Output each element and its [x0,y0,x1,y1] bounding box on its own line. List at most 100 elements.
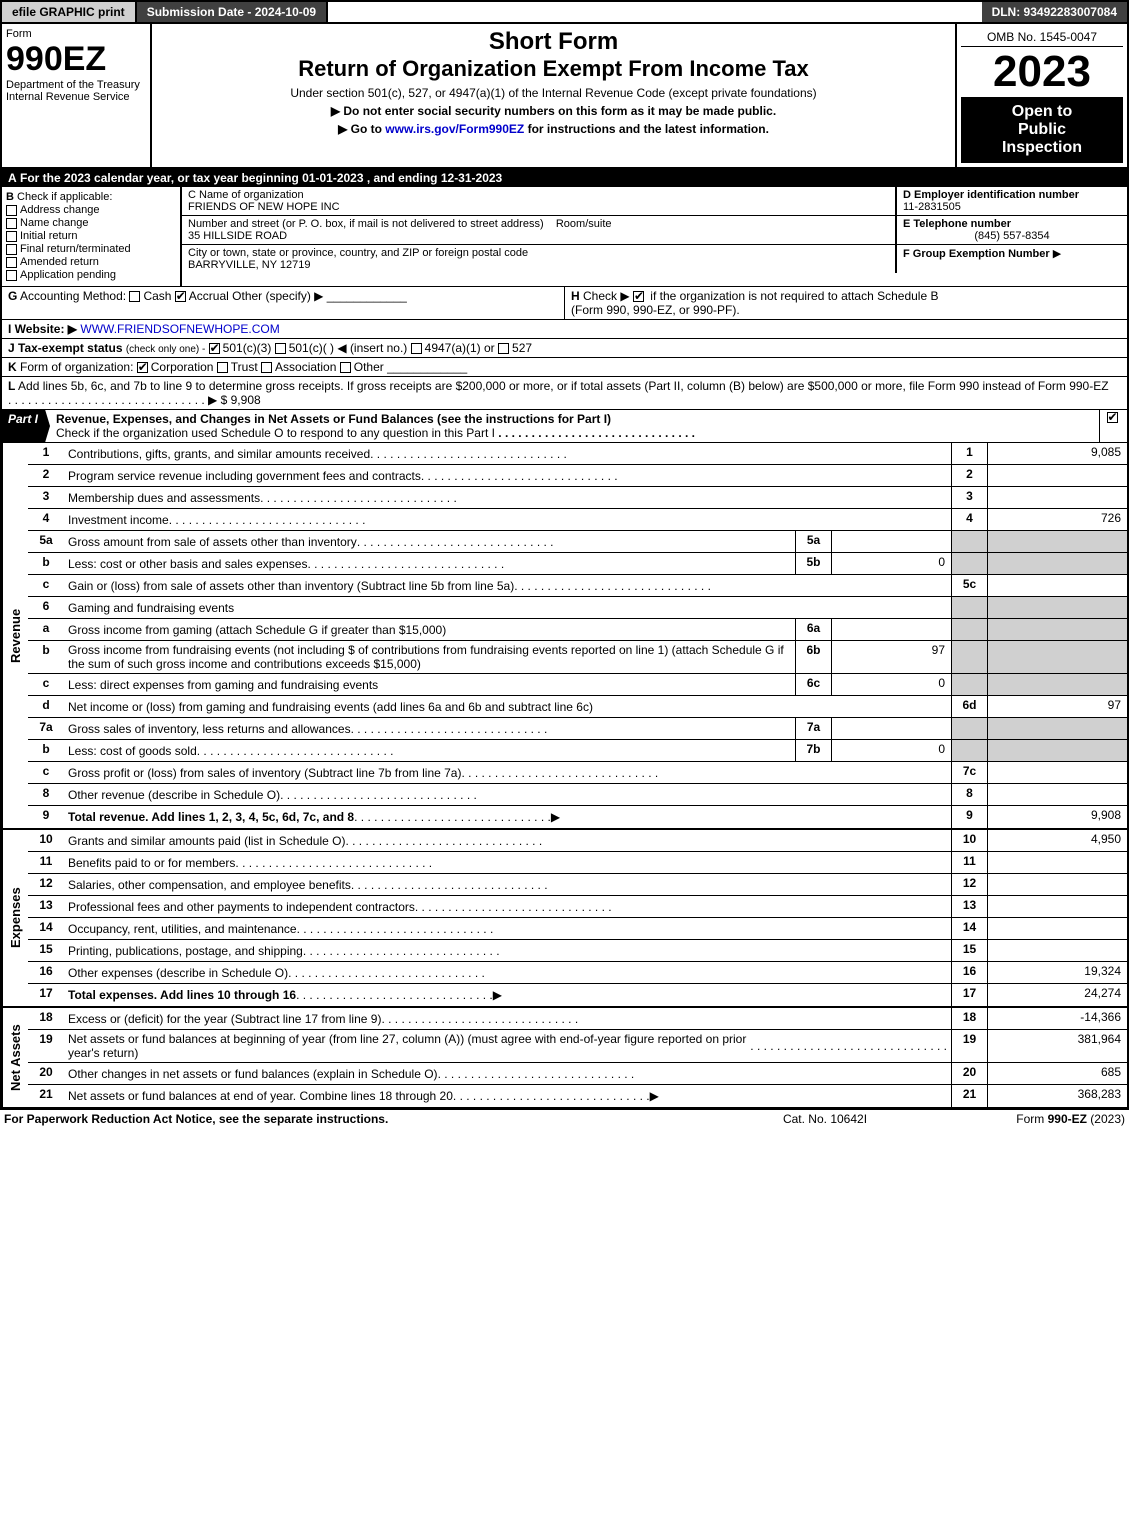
line-5b-num: b [28,553,64,574]
line-7c-rv [987,762,1127,783]
goto-link[interactable]: Go to www.irs.gov/Form990EZ for instruct… [156,122,951,136]
cb-final-return[interactable] [6,244,17,255]
cb-association[interactable] [261,362,272,373]
line-17-num: 17 [28,984,64,1006]
part1-tag: Part I [2,410,50,442]
cb-accrual[interactable] [175,291,186,302]
line-4: 4Investment income4726 [28,509,1127,531]
line-6a-rv [987,619,1127,640]
line-6a-mv [831,619,951,640]
line-13-num: 13 [28,896,64,917]
website-link[interactable]: WWW.FRIENDSOFNEWHOPE.COM [80,322,279,336]
line-18-desc: Excess or (deficit) for the year (Subtra… [68,1012,381,1026]
line-7a-rv [987,718,1127,739]
line-2-desc: Program service revenue including govern… [68,469,421,483]
line-21-desc: Net assets or fund balances at end of ye… [68,1089,453,1103]
line-1-num: 1 [28,443,64,464]
cb-corporation-label: Corporation [151,360,214,374]
line-5b: bLess: cost or other basis and sales exp… [28,553,1127,575]
line-5c-rn: 5c [951,575,987,596]
city-label: City or town, state or province, country… [188,247,889,259]
street-value: 35 HILLSIDE ROAD [188,230,287,242]
cb-amended-return[interactable] [6,257,17,268]
irs-link[interactable]: www.irs.gov/Form990EZ [385,122,524,136]
line-7a: 7aGross sales of inventory, less returns… [28,718,1127,740]
row-k-text: Form of organization: [20,360,133,374]
header-center: Short Form Return of Organization Exempt… [152,24,957,167]
cb-527-label: 527 [512,341,532,355]
row-h-text3: (Form 990, 990-EZ, or 990-PF). [571,303,740,317]
row-h-label: H [571,289,580,303]
row-i-label: I Website: ▶ [8,322,77,336]
efile-print-button[interactable]: efile GRAPHIC print [2,2,137,22]
cb-application-pending[interactable] [6,270,17,281]
line-3-desc: Membership dues and assessments [68,491,260,505]
line-5c-num: c [28,575,64,596]
cb-501c3[interactable] [209,343,220,354]
line-8-rn: 8 [951,784,987,805]
cb-trust[interactable] [217,362,228,373]
ein-value: 11-2831505 [903,201,961,213]
line-7b-mn: 7b [795,740,831,761]
line-6d-rv: 97 [987,696,1127,717]
street-cell: Number and street (or P. O. box, if mail… [182,216,897,244]
row-l-amount: $ 9,908 [221,393,261,407]
line-5a-mn: 5a [795,531,831,552]
line-17-desc: Total expenses. Add lines 10 through 16 [68,988,296,1002]
line-14-num: 14 [28,918,64,939]
cb-schedule-o[interactable] [1107,412,1118,423]
form-header: Form 990EZ Department of the Treasury In… [0,24,1129,169]
form-label: Form [6,28,146,40]
line-10: 10Grants and similar amounts paid (list … [28,830,1127,852]
header-right: OMB No. 1545-0047 2023 Open to Public In… [957,24,1127,167]
line-12: 12Salaries, other compensation, and empl… [28,874,1127,896]
return-title: Return of Organization Exempt From Incom… [156,56,951,82]
org-name-label: C Name of organization [188,189,889,201]
ssn-warning: Do not enter social security numbers on … [156,104,951,118]
line-12-rv [987,874,1127,895]
line-6-rn [951,597,987,618]
cb-schedule-b[interactable] [633,291,644,302]
cb-amended-return-label: Amended return [20,256,99,268]
line-6c-mn: 6c [795,674,831,695]
line-7c-rn: 7c [951,762,987,783]
cb-cash[interactable] [129,291,140,302]
line-6a-mn: 6a [795,619,831,640]
info-grid: B Check if applicable: Address change Na… [0,187,1129,287]
netassets-section: Net Assets 18Excess or (deficit) for the… [0,1008,1129,1109]
line-6a-desc: Gross income from gaming (attach Schedul… [68,623,446,637]
line-6a-rn [951,619,987,640]
line-16-rv: 19,324 [987,962,1127,983]
line-5a-mv [831,531,951,552]
row-g-h: G Accounting Method: Cash Accrual Other … [0,287,1129,320]
cb-address-change[interactable] [6,205,17,216]
line-19-rv: 381,964 [987,1030,1127,1062]
cb-527[interactable] [498,343,509,354]
part1-check-text: Check if the organization used Schedule … [56,426,495,440]
cb-other-label: Other (specify) ▶ [232,289,323,303]
line-19-desc: Net assets or fund balances at beginning… [68,1032,750,1060]
line-8: 8Other revenue (describe in Schedule O)8 [28,784,1127,806]
header-left: Form 990EZ Department of the Treasury In… [2,24,152,167]
cb-4947a1[interactable] [411,343,422,354]
line-6c-rv [987,674,1127,695]
line-5c: c Gain or (loss) from sale of assets othe… [28,575,1127,597]
line-6c-num: c [28,674,64,695]
line-1-val: 9,085 [987,443,1127,464]
cb-name-change[interactable] [6,218,17,229]
cb-initial-return[interactable] [6,231,17,242]
line-9: 9Total revenue. Add lines 1, 2, 3, 4, 5c… [28,806,1127,828]
line-5c-desc: Gain or (loss) from sale of assets other… [68,579,514,593]
line-6c-rn [951,674,987,695]
line-21: 21Net assets or fund balances at end of … [28,1085,1127,1107]
cb-corporation[interactable] [137,362,148,373]
cb-501c[interactable] [275,343,286,354]
cb-other-org[interactable] [340,362,351,373]
line-16-num: 16 [28,962,64,983]
cb-4947a1-label: 4947(a)(1) or [425,341,495,355]
irs-label: Internal Revenue Service [6,91,146,103]
ein-cell: D Employer identification number 11-2831… [897,187,1127,215]
line-5a-rn [951,531,987,552]
cb-name-change-label: Name change [20,217,89,229]
short-form-title: Short Form [156,28,951,56]
